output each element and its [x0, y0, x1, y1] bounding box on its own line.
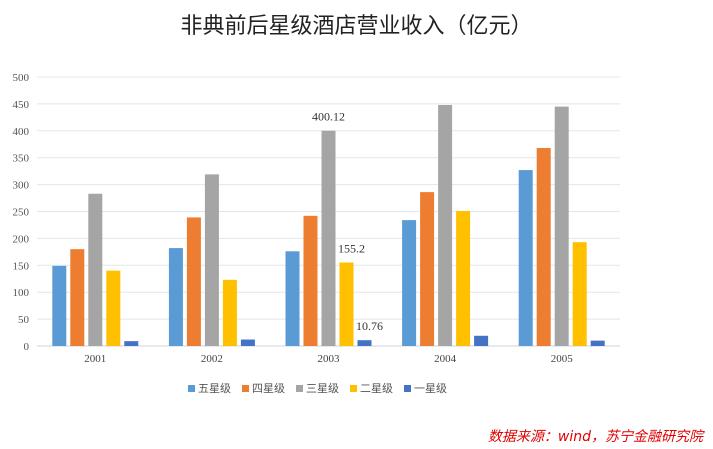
legend-label: 四星级: [252, 382, 285, 395]
legend-label: 三星级: [306, 382, 339, 395]
bar-三星级-2003: [321, 130, 336, 346]
bar-二星级-2001: [106, 270, 121, 346]
bar-五星级-2005: [518, 170, 533, 346]
legend-swatch: [404, 385, 411, 392]
bar-五星级-2001: [52, 265, 67, 346]
y-tick-label: 150: [13, 260, 30, 272]
y-tick-label: 400: [13, 126, 30, 138]
chart-title: 非典前后星级酒店营业收入（亿元）: [180, 14, 533, 39]
data-label: 400.12: [312, 110, 345, 124]
y-tick-label: 350: [13, 153, 30, 165]
bar-三星级-2004: [438, 104, 453, 346]
bar-二星级-2002: [222, 279, 237, 346]
data-label: 155.2: [338, 242, 365, 256]
y-tick-label: 450: [13, 99, 30, 111]
bar-五星级-2002: [168, 248, 183, 346]
bar-三星级-2002: [204, 174, 219, 346]
bar-四星级-2002: [186, 217, 201, 346]
bar-一星级-2001: [124, 341, 139, 346]
bar-二星级-2003: [339, 262, 354, 346]
x-tick-label: 2002: [201, 353, 223, 365]
x-tick-label: 2003: [318, 353, 341, 365]
data-source-note: 数据来源：wind，苏宁金融研究院: [487, 429, 703, 445]
y-tick-label: 500: [13, 72, 30, 84]
legend-label: 五星级: [198, 382, 231, 395]
y-tick-label: 0: [24, 341, 30, 353]
bar-一星级-2002: [240, 339, 255, 346]
bar-一星级-2005: [590, 340, 605, 346]
y-tick-label: 200: [13, 233, 30, 245]
bar-四星级-2003: [303, 215, 318, 346]
legend-label: 一星级: [414, 382, 447, 395]
legend-swatch: [242, 385, 249, 392]
data-label: 10.76: [356, 319, 383, 333]
bar-三星级-2001: [88, 193, 103, 346]
x-tick-label: 2001: [84, 353, 106, 365]
bar-四星级-2005: [536, 148, 551, 346]
legend-swatch: [188, 385, 195, 392]
bar-五星级-2003: [285, 251, 300, 346]
y-tick-label: 50: [18, 314, 30, 326]
legend-swatch: [350, 385, 357, 392]
bar-一星级-2003: [357, 340, 372, 346]
bar-四星级-2004: [420, 192, 435, 346]
x-tick-label: 2005: [551, 353, 574, 365]
legend-swatch: [296, 385, 303, 392]
bar-一星级-2004: [474, 335, 489, 346]
bar-二星级-2005: [572, 242, 587, 346]
y-tick-label: 250: [13, 207, 30, 219]
bar-三星级-2005: [554, 106, 569, 346]
y-tick-label: 300: [13, 180, 30, 192]
y-tick-label: 100: [13, 287, 30, 299]
bar-五星级-2004: [402, 220, 417, 346]
legend-label: 二星级: [360, 382, 393, 395]
bar-四星级-2001: [70, 249, 85, 346]
bar-二星级-2004: [456, 210, 471, 346]
x-tick-label: 2004: [434, 353, 457, 365]
